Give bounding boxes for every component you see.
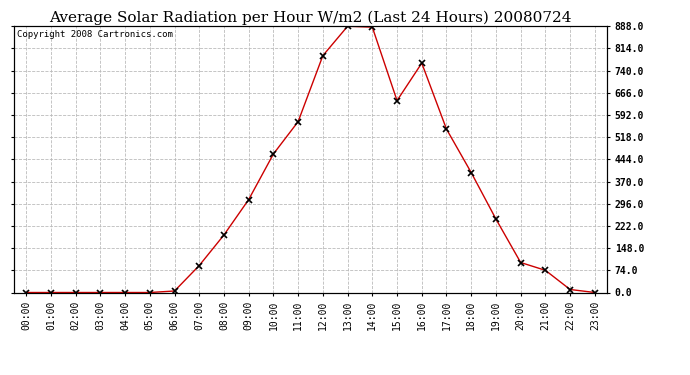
Title: Average Solar Radiation per Hour W/m2 (Last 24 Hours) 20080724: Average Solar Radiation per Hour W/m2 (L…	[49, 11, 572, 25]
Text: Copyright 2008 Cartronics.com: Copyright 2008 Cartronics.com	[17, 30, 172, 39]
